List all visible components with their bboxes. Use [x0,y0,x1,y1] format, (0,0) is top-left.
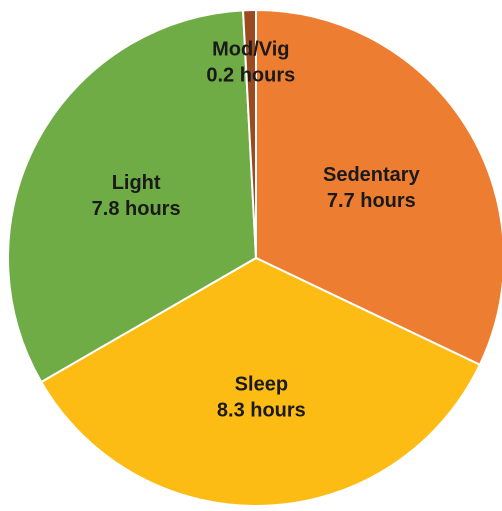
slice-category: Mod/Vig [212,39,289,61]
slice-value: 7.7 hours [327,190,416,212]
slice-value: 8.3 hours [217,399,306,421]
slice-label: Sedentary 7.7 hours [323,164,421,212]
pie-slice [7,9,258,384]
slice-value: 7.8 hours [92,198,181,220]
slice-category: Light [112,172,161,194]
slice-category: Sedentary [323,164,421,186]
slice-value: 0.2 hours [206,65,295,87]
slice-label: Sleep 8.3 hours [217,373,306,421]
slice-label: Mod/Vig 0.2 hours [206,39,295,87]
slice-label: Light 7.8 hours [92,172,181,220]
pie-slice [241,8,257,259]
slice-category: Sleep [235,373,288,395]
pie-slice [255,8,502,367]
